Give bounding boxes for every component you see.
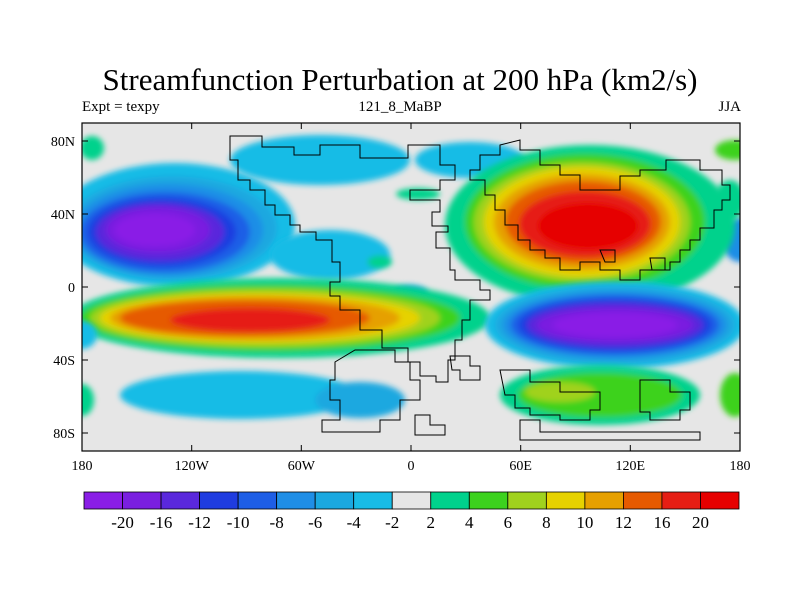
lat-tick-label: 40N (51, 208, 75, 223)
colorbar-box (353, 491, 393, 510)
colorbar-box (237, 491, 278, 510)
colorbar (83, 491, 740, 510)
southern-high-band (82, 278, 490, 358)
colorbar-label: -10 (227, 513, 250, 532)
colorbar-label: 20 (692, 513, 709, 532)
lon-tick-label: 180 (72, 459, 93, 474)
contour-field (82, 123, 740, 451)
colorbar-labels: -20 -16 -12 -10 -8 -6 -4 -2 2 4 6 8 10 12 16 20 (111, 513, 709, 532)
colorbar-box (545, 491, 586, 510)
lon-tick-label: 0 (408, 459, 415, 474)
colorbar-label: 12 (615, 513, 632, 532)
colorbar-label: 4 (465, 513, 474, 532)
colorbar-label: -12 (188, 513, 211, 532)
indian-ocean-low (485, 281, 740, 369)
colorbar-label: -16 (150, 513, 173, 532)
colorbar-box (83, 491, 123, 510)
coastlines (229, 135, 731, 441)
colorbar-label: 8 (542, 513, 551, 532)
colorbar-label: 10 (576, 513, 593, 532)
lat-tick-label: 40S (53, 354, 75, 369)
colorbar-label: -6 (308, 513, 322, 532)
colorbar-label: -2 (385, 513, 399, 532)
lon-tick-label: 60E (509, 459, 532, 474)
season-label: JJA (718, 99, 741, 115)
lat-tick-label: 0 (68, 281, 75, 296)
north-pacific-low (82, 163, 295, 287)
colorbar-box (160, 491, 200, 510)
experiment-label: Expt = texpy (82, 99, 160, 115)
colorbar-label: 16 (653, 513, 670, 532)
lat-tick-label: 80S (53, 427, 75, 442)
colorbar-box (661, 491, 701, 510)
lat-axis (82, 140, 740, 434)
case-label: 121_8_MaBP (358, 99, 442, 115)
lon-tick-label: 120E (616, 459, 646, 474)
colorbar-box (276, 491, 316, 510)
colorbar-label: -8 (270, 513, 284, 532)
colorbar-box (391, 491, 432, 510)
colorbar-label: -4 (347, 513, 362, 532)
lon-tick-label: 180 (730, 459, 751, 474)
colorbar-box (199, 491, 239, 510)
colorbar-label: 6 (504, 513, 513, 532)
colorbar-box (314, 491, 355, 510)
colorbar-box (623, 491, 663, 510)
lon-axis (81, 123, 741, 451)
plot-title: Streamfunction Perturbation at 200 hPa (… (102, 62, 698, 97)
colorbar-label: 2 (427, 513, 436, 532)
colorbar-box (468, 491, 509, 510)
lon-tick-label: 120W (175, 459, 210, 474)
colorbar-box (700, 491, 740, 510)
lon-tick-label: 60W (288, 459, 316, 474)
colorbar-box (122, 491, 162, 510)
lat-tick-label: 80N (51, 135, 75, 150)
colorbar-box (430, 491, 470, 510)
colorbar-box (507, 491, 547, 510)
colorbar-box (584, 491, 624, 510)
colorbar-label: -20 (111, 513, 134, 532)
asian-high (445, 145, 735, 305)
